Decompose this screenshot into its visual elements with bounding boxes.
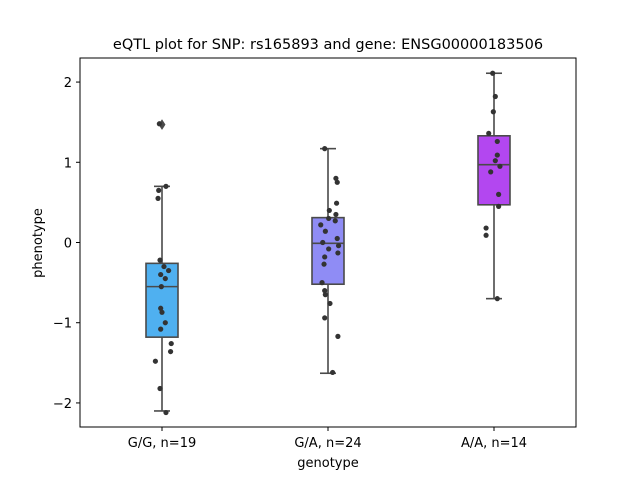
chart-title: eQTL plot for SNP: rs165893 and gene: EN… (113, 37, 543, 53)
data-point (494, 152, 500, 158)
data-point (158, 284, 164, 290)
y-tick-label: 1 (64, 156, 72, 171)
data-point (326, 215, 332, 222)
y-tick-label: 0 (64, 237, 72, 252)
box-layer (145, 72, 511, 412)
data-point (156, 121, 162, 127)
data-point (158, 305, 164, 311)
y-axis: −2 −1 0 1 2 (53, 76, 80, 412)
data-point (162, 275, 168, 282)
data-point (494, 296, 500, 302)
data-point (492, 93, 498, 100)
data-point (335, 250, 341, 256)
data-point (152, 358, 158, 364)
x-tick-label: G/A, n=24 (294, 436, 361, 451)
data-point (321, 261, 327, 267)
data-point (158, 326, 164, 332)
data-point (497, 163, 503, 169)
genotype-box-group (477, 72, 511, 300)
data-point (326, 246, 332, 252)
data-point (322, 292, 328, 298)
data-point (158, 271, 164, 278)
data-point (327, 300, 333, 307)
data-point (166, 267, 172, 274)
data-point (333, 200, 340, 206)
data-point (334, 235, 340, 242)
data-point (322, 288, 328, 294)
data-point (496, 191, 502, 197)
data-point (156, 187, 162, 193)
data-point (163, 409, 169, 416)
data-point (322, 254, 328, 260)
data-point (322, 146, 328, 152)
data-point (335, 333, 341, 339)
data-point (488, 169, 494, 175)
data-point (320, 239, 326, 246)
data-point (157, 385, 163, 392)
x-tick-label: G/G, n=19 (128, 436, 196, 451)
data-point (335, 243, 342, 249)
data-point (483, 225, 489, 231)
iqr-box (477, 135, 511, 206)
data-point (330, 369, 336, 376)
data-point (322, 228, 328, 234)
data-point (326, 207, 332, 214)
y-tick-label: −1 (53, 317, 72, 332)
data-point (167, 348, 174, 355)
data-point (168, 340, 174, 347)
data-point (157, 257, 163, 263)
data-point (483, 232, 489, 238)
data-point (159, 309, 165, 315)
y-tick-label: −2 (53, 397, 72, 412)
data-point (163, 183, 169, 189)
x-axis-label: genotype (297, 456, 358, 471)
data-point (490, 109, 496, 115)
data-point (333, 175, 339, 181)
x-axis: G/G, n=19 G/A, n=24 A/A, n=14 (128, 427, 527, 451)
x-tick-label: A/A, n=14 (461, 436, 527, 451)
data-point (161, 263, 167, 270)
data-point (492, 158, 498, 164)
y-tick-label: 2 (64, 76, 72, 91)
data-point (494, 138, 500, 145)
y-axis-label: phenotype (31, 208, 46, 278)
data-point (318, 222, 324, 228)
data-point (332, 218, 338, 224)
point-layer (152, 70, 503, 416)
data-point (162, 320, 168, 326)
data-point (319, 280, 325, 286)
data-point (333, 211, 339, 218)
data-point (490, 70, 496, 76)
data-point (322, 315, 328, 321)
data-point (486, 130, 492, 137)
data-point (334, 179, 340, 185)
data-point (496, 203, 502, 210)
data-point (155, 195, 161, 201)
